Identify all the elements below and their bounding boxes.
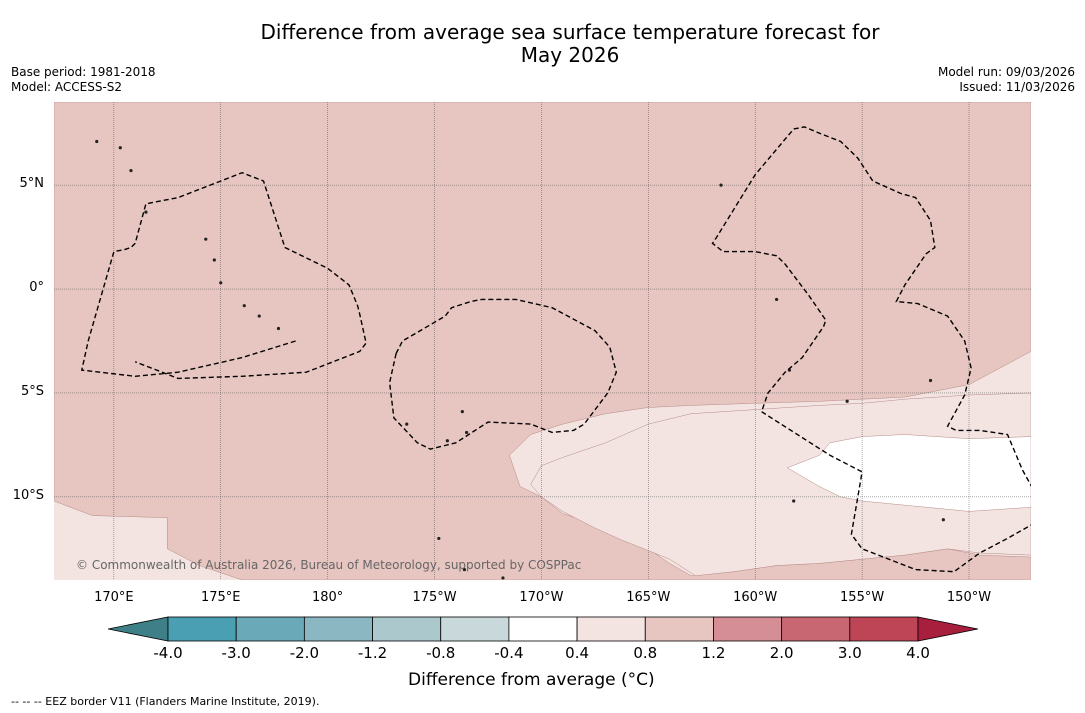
colorbar-tick-label: -4.0 [153,644,183,662]
island-marker [941,518,945,522]
lon-label: 180° [311,590,344,605]
island-marker [276,326,281,331]
colorbar-swatch [372,616,442,642]
eez-border-0 [80,171,367,380]
colorbar-title: Difference from average (°C) [408,670,655,690]
lon-label: 175°E [200,590,241,605]
colorbar-tick-label: -3.0 [221,644,251,662]
base-period: Base period: 1981-2018 [11,65,156,79]
chart-title: Difference from average sea surface temp… [0,21,1085,67]
lat-label: 10°S [12,487,44,503]
lon-label: 155°W [840,590,885,605]
island-marker [144,210,148,214]
colorbar-swatch [849,616,919,642]
island-marker [95,139,99,144]
island-marker [845,399,849,403]
title-line-1: Difference from average sea surface temp… [260,20,880,44]
colorbar-tick-label: 1.2 [701,644,726,662]
colorbar-swatch [167,616,237,642]
lon-label: 150°W [946,590,992,605]
lon-label: 175°W [412,590,457,605]
model-run: Model run: 09/03/2026 [937,65,1075,79]
lon-label: 170°E [94,590,134,605]
map-canvas [54,102,1031,580]
colorbar-tick-label: 0.4 [565,644,590,662]
colorbar-swatch [576,616,646,642]
eez-legend-footer: -- -- -- EEZ border V11 (Flanders Marine… [11,695,320,708]
island-marker [460,410,464,414]
island-marker [792,499,796,503]
colorbar-tick-label: -1.2 [357,644,388,662]
colorbar-swatch [235,616,305,642]
island-marker [219,281,223,285]
colorbar-extend-low [108,616,169,642]
eez-border-2 [711,126,1031,573]
lat-label: 0° [29,280,44,296]
model-name: Model: ACCESS-S2 [11,80,123,94]
colorbar [108,616,978,642]
colorbar-tick-label: -0.4 [494,644,524,662]
colorbar-swatch [440,616,510,642]
colorbar-tick-label: 3.0 [837,644,862,662]
title-line-2: May 2026 [520,43,620,67]
copyright-note: © Commonwealth of Australia 2026, Bureau… [76,558,582,572]
meta-left: Base period: 1981-2018 Model: ACCESS-S2 [11,65,156,95]
sst-region-3 [786,434,1031,512]
colorbar-tick-label: 4.0 [906,644,930,662]
sst-map [54,102,1031,580]
colorbar-swatch [508,616,578,642]
colorbar-tick-label: 0.8 [633,644,658,662]
meta-right: Model run: 09/03/2026 Issued: 11/03/2026 [938,65,1075,95]
colorbar-tick-label: -0.8 [426,644,456,662]
colorbar-tick-label: -2.0 [289,644,319,662]
island-marker [212,258,216,262]
island-marker [405,422,409,426]
island-marker [204,237,208,241]
lon-label: 170°W [519,590,564,605]
island-marker [242,304,246,308]
colorbar-swatch [303,616,373,642]
island-marker [501,576,505,580]
lat-label: 5°N [19,176,45,192]
colorbar-swatch [644,616,714,642]
lat-label: 5°S [20,383,44,399]
colorbar-swatch [781,616,851,642]
island-marker [257,314,261,318]
island-marker [774,297,779,302]
lon-label: 165°W [626,590,671,605]
issued-date: Issued: 11/03/2026 [959,80,1075,94]
island-marker [445,439,449,443]
colorbar-extend-high [917,616,978,642]
island-marker [465,430,469,435]
island-marker [928,378,933,383]
colorbar-tick-label: 2.0 [769,644,794,662]
lon-label: 160°W [733,590,778,605]
island-marker [118,146,122,150]
colorbar-swatch [713,616,783,642]
island-marker [437,536,441,541]
island-marker [719,183,723,187]
island-marker [129,168,133,173]
island-marker [462,568,467,572]
